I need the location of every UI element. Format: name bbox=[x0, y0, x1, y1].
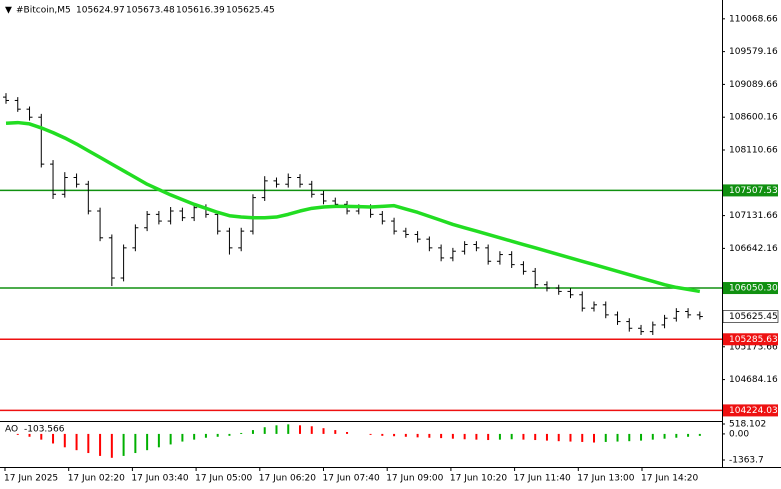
ao-tick-label: 518.102 bbox=[729, 420, 766, 430]
level-label: 107507.53 bbox=[729, 186, 778, 196]
level-label-box bbox=[723, 282, 778, 295]
x-tick-label: 17 Jun 11:40 bbox=[514, 474, 571, 484]
quote-value: 105625.45 bbox=[226, 6, 275, 16]
x-tick-label: 17 Jun 05:00 bbox=[195, 474, 252, 484]
x-tick-label: 17 Jun 02:20 bbox=[68, 474, 125, 484]
x-tick-label: 17 Jun 03:40 bbox=[131, 474, 188, 484]
ao-current: -103.566 bbox=[24, 425, 65, 435]
quote-value: 105673.48 bbox=[126, 6, 175, 16]
y-tick-label: 104684.16 bbox=[729, 375, 778, 385]
x-tick-label: 17 Jun 14:20 bbox=[641, 474, 698, 484]
moving-average bbox=[5, 120, 701, 294]
x-tick-label: 17 Jun 2025 bbox=[4, 474, 58, 484]
level-label: 105285.63 bbox=[729, 335, 778, 345]
y-tick-label: 109089.66 bbox=[729, 80, 778, 90]
y-tick-label: 105173.66 bbox=[729, 342, 778, 352]
ao-tick-label: 0.00 bbox=[729, 429, 749, 439]
y-tick-label: 108600.16 bbox=[729, 113, 778, 123]
y-tick-label: 106642.16 bbox=[729, 244, 778, 254]
quote-value: 105624.97 bbox=[76, 6, 125, 16]
level-label-box bbox=[723, 333, 778, 346]
y-tick-label: 108110.66 bbox=[729, 145, 778, 155]
level-label: 106050.30 bbox=[729, 284, 778, 294]
level-label: 104224.03 bbox=[729, 406, 778, 416]
y-tick-label: 109579.16 bbox=[729, 47, 778, 57]
level-label-box bbox=[723, 184, 778, 197]
x-tick-label: 17 Jun 13:00 bbox=[577, 474, 634, 484]
y-tick-label: 110068.66 bbox=[729, 14, 778, 24]
x-tick-label: 17 Jun 07:40 bbox=[323, 474, 380, 484]
quote-value: 105616.39 bbox=[176, 6, 225, 16]
ao-title: AO bbox=[5, 425, 18, 435]
level-label-box bbox=[723, 404, 778, 417]
symbol: #Bitcoin,M5 bbox=[16, 6, 71, 16]
current-price-label: 105625.45 bbox=[729, 312, 778, 322]
x-tick-label: 17 Jun 06:20 bbox=[259, 474, 316, 484]
x-tick-label: 17 Jun 09:00 bbox=[386, 474, 443, 484]
ao-tick-label: -1363.7 bbox=[729, 456, 764, 466]
current-price-box bbox=[722, 310, 779, 323]
x-tick-label: 17 Jun 10:20 bbox=[450, 474, 507, 484]
y-tick-label: 107131.66 bbox=[729, 211, 778, 221]
symbol-marker: ▼ bbox=[5, 6, 12, 16]
